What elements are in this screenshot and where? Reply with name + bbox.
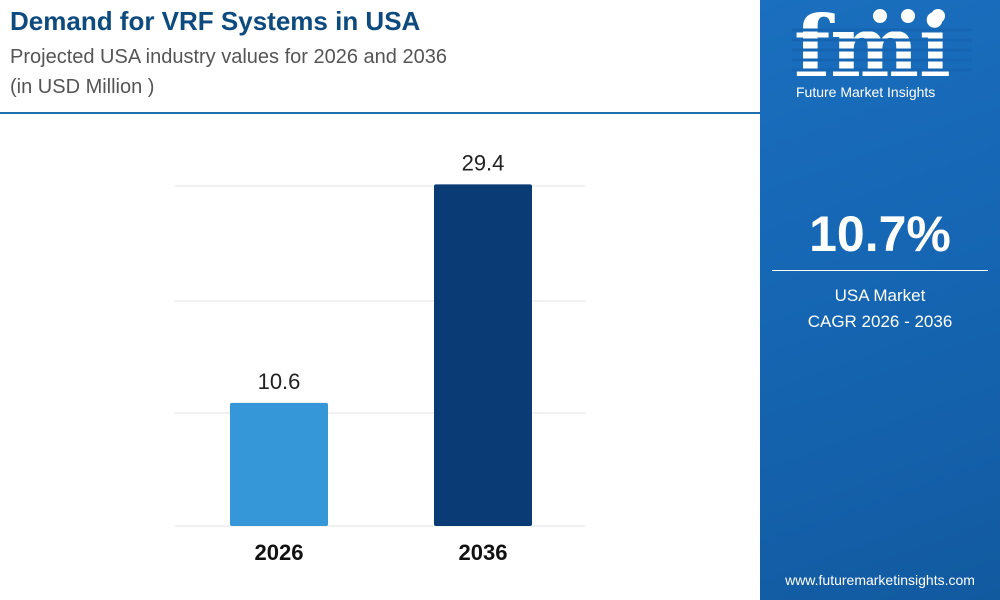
data-label-2026: 10.6 bbox=[258, 369, 301, 394]
globe-icon bbox=[931, 9, 945, 23]
unit-note: (in USD Million ) bbox=[10, 76, 155, 98]
page-subtitle: Projected USA industry values for 2026 a… bbox=[10, 46, 447, 68]
cagr-label-market: USA Market bbox=[834, 286, 926, 305]
logo-caption: Future Market Insights bbox=[796, 84, 936, 100]
info-sidebar: fmi Future Market Insights 10.7% USA Mar… bbox=[760, 0, 1000, 600]
bar-2036 bbox=[434, 184, 532, 526]
cagr-value: 10.7% bbox=[809, 206, 951, 262]
x-tick-label-2036: 2036 bbox=[459, 540, 508, 565]
data-label-2036: 29.4 bbox=[462, 150, 505, 175]
fmi-logo: fmi bbox=[792, 4, 972, 96]
x-tick-label-2026: 2026 bbox=[255, 540, 304, 565]
chart-panel: Demand for VRF Systems in USA Projected … bbox=[0, 6, 760, 565]
header-divider bbox=[0, 112, 760, 114]
bar-chart: 10.6 2026 29.4 2036 bbox=[175, 150, 585, 565]
cagr-label-period: CAGR 2026 - 2036 bbox=[807, 312, 953, 331]
bar-2026 bbox=[230, 402, 328, 526]
globe-icon bbox=[901, 9, 915, 23]
website-link[interactable]: www.futuremarketinsights.com bbox=[785, 572, 975, 588]
globe-icon bbox=[873, 9, 887, 23]
page-title: Demand for VRF Systems in USA bbox=[10, 6, 421, 36]
cagr-divider bbox=[772, 270, 988, 271]
